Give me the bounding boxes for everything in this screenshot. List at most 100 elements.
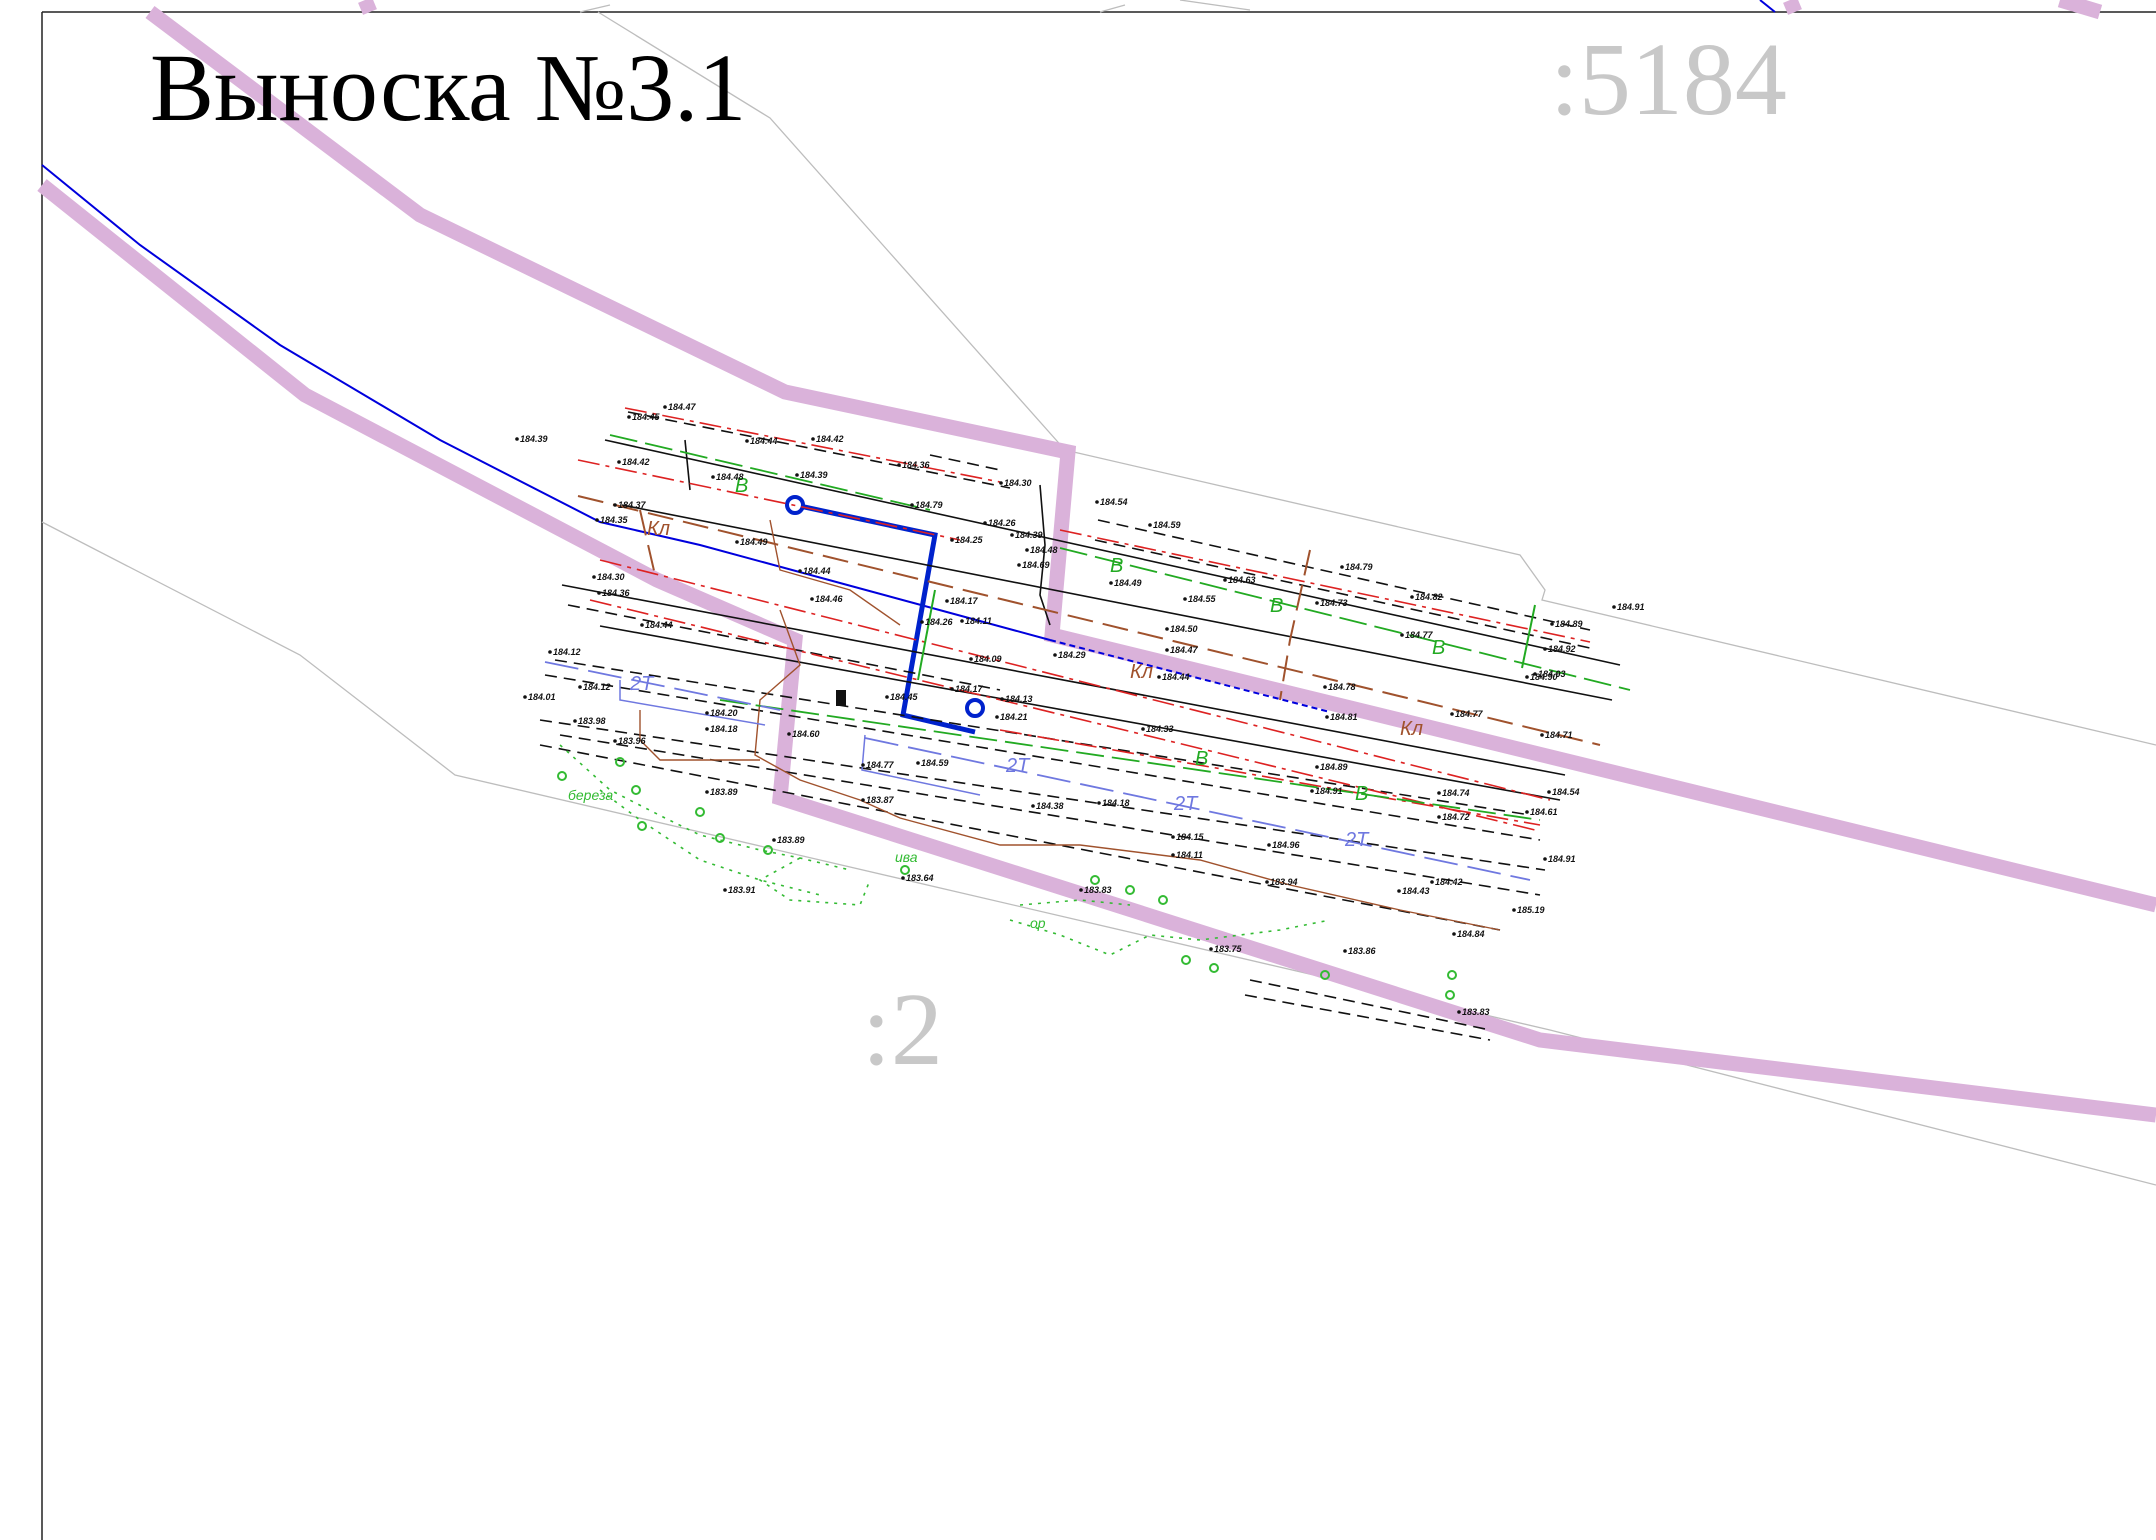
- elevation-point: [1452, 932, 1456, 936]
- elevation-label: 184.54: [1100, 497, 1128, 507]
- elevation-point: [1543, 647, 1547, 651]
- elevation-label: 184.59: [921, 758, 949, 768]
- elevation-label: 184.89: [1320, 762, 1348, 772]
- elevation-point: [1209, 947, 1213, 951]
- elevation-point: [523, 695, 527, 699]
- elevation-label: 184.38: [1036, 801, 1064, 811]
- elevation-point: [745, 439, 749, 443]
- green-water-branch: [917, 589, 1536, 681]
- elevation-label: 184.61: [1530, 807, 1558, 817]
- elevation-label: 184.44: [803, 566, 831, 576]
- elevation-point: [950, 687, 954, 691]
- elevation-label: 184.13: [1005, 694, 1033, 704]
- elevation-label: 184.45: [890, 692, 919, 702]
- elevation-point: [705, 790, 709, 794]
- parcel-number-label: :5184: [1550, 22, 1787, 137]
- elevation-point: [1315, 601, 1319, 605]
- elevation-point: [950, 538, 954, 542]
- elevation-label: 184.79: [1345, 562, 1373, 572]
- elevation-label: 184.50: [1170, 624, 1198, 634]
- elevation-label: 184.54: [1552, 787, 1580, 797]
- veg-label: береза: [568, 787, 613, 803]
- elevation-point: [1017, 563, 1021, 567]
- elevation-label: 184.48: [716, 472, 744, 482]
- elevation-label: 184.09: [974, 654, 1002, 664]
- elevation-label: 184.01: [528, 692, 556, 702]
- elevation-label: 183.64: [906, 873, 934, 883]
- elevation-label: 184.44: [750, 436, 778, 446]
- elevation-point: [1025, 548, 1029, 552]
- elevation-point: [723, 888, 727, 892]
- elevation-label: 184.11: [965, 616, 992, 626]
- elevation-label: 183.91: [728, 885, 756, 895]
- elevation-label: 183.96: [618, 736, 647, 746]
- elevation-point: [613, 739, 617, 743]
- elevation-label: 184.42: [622, 457, 650, 467]
- utility-labels: 2Т 2Т 2Т 2Т Кл Кл Кл В В В В В В береза …: [568, 475, 1445, 931]
- elevation-point: [983, 521, 987, 525]
- elevation-label: 184.30: [1004, 478, 1032, 488]
- elevation-label: 184.18: [710, 724, 738, 734]
- elevation-label: 184.74: [1442, 788, 1470, 798]
- elevation-point: [1223, 578, 1227, 582]
- elevation-point: [1437, 815, 1441, 819]
- elevation-label: 184.30: [597, 572, 625, 582]
- elevation-point: [1325, 715, 1329, 719]
- elevation-label: 184.33: [1146, 724, 1174, 734]
- elevation-point: [901, 876, 905, 880]
- elevation-point: [595, 518, 599, 522]
- elevation-point: [1525, 675, 1529, 679]
- elevation-label: 184.82: [1415, 592, 1443, 602]
- elevation-label: 184.60: [792, 729, 820, 739]
- elevation-point: [787, 732, 791, 736]
- elevation-label: 184.78: [1328, 682, 1356, 692]
- elevation-point: [1157, 675, 1161, 679]
- elevation-point: [945, 599, 949, 603]
- water-label: В: [1355, 783, 1368, 805]
- elevation-point: [663, 405, 667, 409]
- elevation-point: [1450, 712, 1454, 716]
- elevation-point: [735, 540, 739, 544]
- veg-label: ор: [1030, 915, 1046, 931]
- parcel-boundary: [37, 0, 2156, 1123]
- elevation-label: 184.72: [1442, 812, 1470, 822]
- power-lines: [577, 407, 1591, 831]
- elevation-point: [1000, 697, 1004, 701]
- elevation-point: [1265, 880, 1269, 884]
- elevation-label: 184.93: [1538, 669, 1566, 679]
- elevation-point: [810, 597, 814, 601]
- elevation-label: 184.47: [1170, 645, 1199, 655]
- elevation-point: [920, 620, 924, 624]
- elevation-label: 184.81: [1330, 712, 1358, 722]
- elevation-point: [798, 569, 802, 573]
- elevation-label: 184.39: [520, 434, 548, 444]
- elevation-label: 183.94: [1270, 877, 1298, 887]
- well-markers: [785, 495, 985, 718]
- elevation-label: 184.59: [1153, 520, 1181, 530]
- water-label: В: [1110, 555, 1123, 577]
- elevation-point: [1457, 1010, 1461, 1014]
- elevation-label: 184.73: [1320, 598, 1348, 608]
- elevation-point: [811, 437, 815, 441]
- elevation-label: 184.71: [1545, 730, 1573, 740]
- elevation-point: [1097, 801, 1101, 805]
- elevation-point: [1171, 835, 1175, 839]
- heat-chamber: [619, 680, 981, 796]
- elevation-label: 183.83: [1084, 885, 1112, 895]
- elevation-label: 184.44: [645, 620, 673, 630]
- elevation-point: [999, 481, 1003, 485]
- elevation-label: 184.90: [1530, 672, 1558, 682]
- elevation-label: 184.45: [632, 412, 661, 422]
- elevation-point: [1547, 790, 1551, 794]
- elevation-point: [597, 591, 601, 595]
- elevation-label: 184.92: [1548, 644, 1576, 654]
- elevation-label: 184.15: [1176, 832, 1205, 842]
- elevation-point: [1550, 622, 1554, 626]
- elevation-point: [705, 711, 709, 715]
- heat-main-line: [544, 661, 1531, 881]
- structure-block: [836, 690, 846, 706]
- elevation-point: [617, 460, 621, 464]
- cable-label: Кл: [1130, 661, 1153, 683]
- cable-label: Кл: [647, 518, 670, 540]
